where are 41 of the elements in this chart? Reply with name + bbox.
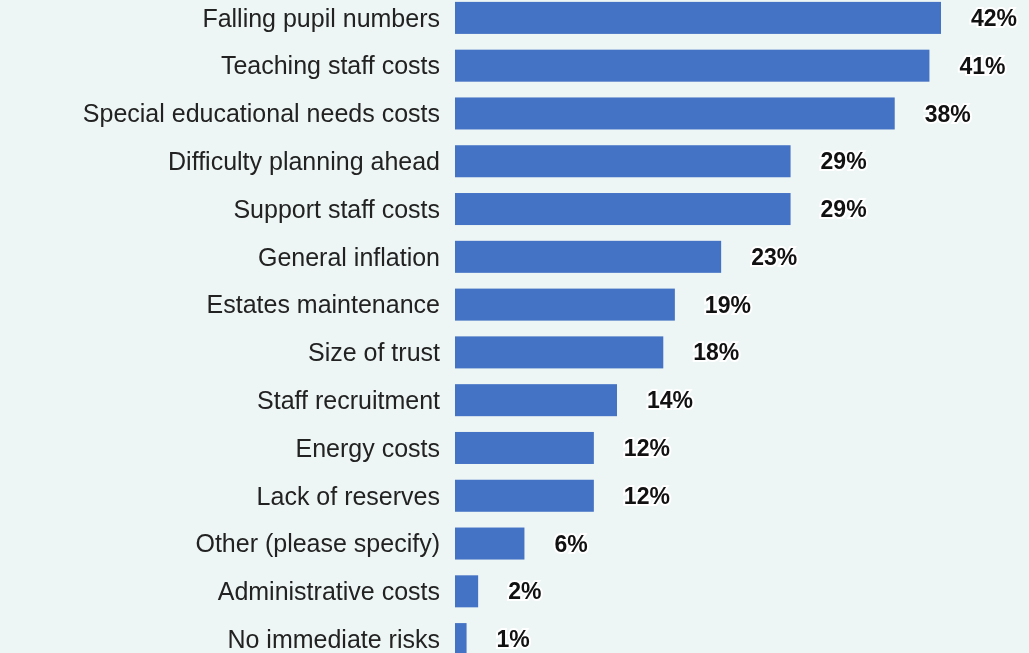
data-label: 19% <box>704 291 751 318</box>
data-label: 42% <box>971 4 1018 31</box>
data-label: 18% <box>693 339 740 366</box>
data-label: 38% <box>924 100 971 127</box>
bar <box>455 384 617 417</box>
y-tick-label: Other (please specify) <box>195 529 440 558</box>
y-tick-label: Difficulty planning ahead <box>168 147 440 175</box>
data-label: 12% <box>623 435 670 462</box>
bar <box>455 527 525 560</box>
data-label: 14% <box>647 387 694 414</box>
y-tick-label: Teaching staff costs <box>220 51 440 80</box>
y-tick-label: Special educational needs costs <box>82 99 440 128</box>
data-label: 41% <box>959 52 1006 79</box>
y-tick-label: Lack of reserves <box>256 481 440 510</box>
bar <box>455 1 941 34</box>
y-tick-label: Administrative costs <box>217 577 440 606</box>
bar <box>455 145 791 178</box>
y-tick-label: General inflation <box>257 242 440 271</box>
y-tick-label: Size of trust <box>308 338 441 367</box>
bar <box>455 479 594 512</box>
y-tick-label: No immediate risks <box>227 624 440 653</box>
bar <box>455 193 791 226</box>
bar <box>455 575 479 608</box>
data-label: 2% <box>508 578 542 605</box>
data-label: 29% <box>820 196 867 223</box>
y-tick-label: Estates maintenance <box>206 290 440 319</box>
bar <box>455 288 675 321</box>
y-tick-label: Energy costs <box>295 433 440 462</box>
data-label: 23% <box>751 243 798 270</box>
data-label: 29% <box>820 148 867 175</box>
bar <box>455 97 895 130</box>
data-label: 6% <box>554 530 588 557</box>
bar <box>455 431 594 464</box>
y-tick-label: Support staff costs <box>233 194 440 223</box>
data-label: 1% <box>496 626 530 653</box>
data-label: 12% <box>623 482 670 509</box>
y-tick-label: Staff recruitment <box>257 385 441 414</box>
bar <box>455 49 930 82</box>
y-tick-label: Falling pupil numbers <box>202 3 440 32</box>
bar <box>455 336 664 369</box>
bar <box>455 240 722 273</box>
